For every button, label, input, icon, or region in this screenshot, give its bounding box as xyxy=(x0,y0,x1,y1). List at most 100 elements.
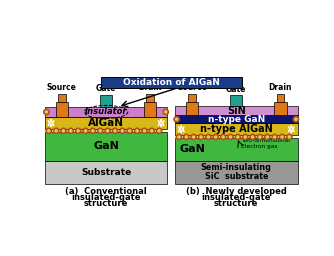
Bar xyxy=(100,95,112,107)
Circle shape xyxy=(198,134,204,140)
Bar xyxy=(186,102,198,115)
Text: insulated-gate: insulated-gate xyxy=(201,193,271,202)
Circle shape xyxy=(252,136,254,138)
Circle shape xyxy=(107,130,109,132)
Bar xyxy=(58,94,66,102)
Circle shape xyxy=(85,130,87,132)
Text: n-type GaN: n-type GaN xyxy=(208,115,265,124)
Circle shape xyxy=(206,134,211,140)
Circle shape xyxy=(99,130,101,132)
Circle shape xyxy=(185,136,187,138)
Circle shape xyxy=(215,136,217,138)
Circle shape xyxy=(92,130,94,132)
Circle shape xyxy=(55,130,57,132)
Circle shape xyxy=(237,136,239,138)
Text: Gate: Gate xyxy=(96,84,116,93)
Bar xyxy=(146,94,154,102)
Circle shape xyxy=(163,109,168,115)
Text: GaN: GaN xyxy=(93,141,119,151)
Bar xyxy=(175,115,298,123)
Bar xyxy=(230,95,242,106)
Circle shape xyxy=(120,128,125,134)
Bar xyxy=(101,77,242,88)
Circle shape xyxy=(259,136,261,138)
Circle shape xyxy=(114,130,116,132)
Bar xyxy=(175,123,298,135)
Circle shape xyxy=(178,136,180,138)
Text: SiN: SiN xyxy=(227,106,245,116)
Bar xyxy=(175,106,298,115)
Circle shape xyxy=(165,111,167,113)
Bar xyxy=(144,102,156,117)
Circle shape xyxy=(151,130,153,132)
Circle shape xyxy=(191,134,196,140)
Text: n-type AlGaN: n-type AlGaN xyxy=(200,124,273,134)
Circle shape xyxy=(279,134,285,140)
Circle shape xyxy=(149,128,155,134)
Bar xyxy=(175,138,298,161)
Circle shape xyxy=(287,134,292,140)
Circle shape xyxy=(244,136,246,138)
Text: Substrate: Substrate xyxy=(81,168,131,177)
Circle shape xyxy=(83,128,88,134)
Text: Source: Source xyxy=(47,83,77,92)
Text: GaN: GaN xyxy=(179,144,205,154)
Text: Electron gas: Electron gas xyxy=(241,144,278,150)
Circle shape xyxy=(62,130,64,132)
Circle shape xyxy=(293,116,299,122)
Circle shape xyxy=(45,111,47,113)
Text: Semi-insulating: Semi-insulating xyxy=(201,163,272,172)
Bar xyxy=(45,132,167,161)
Circle shape xyxy=(121,130,123,132)
Circle shape xyxy=(53,128,59,134)
Circle shape xyxy=(77,130,79,132)
Circle shape xyxy=(44,109,49,115)
Circle shape xyxy=(48,130,50,132)
Circle shape xyxy=(250,134,255,140)
Bar xyxy=(45,161,167,184)
Circle shape xyxy=(235,134,240,140)
Circle shape xyxy=(105,128,110,134)
Circle shape xyxy=(61,128,66,134)
Circle shape xyxy=(142,128,147,134)
Circle shape xyxy=(184,134,189,140)
Circle shape xyxy=(288,136,290,138)
Circle shape xyxy=(156,128,162,134)
Text: structure: structure xyxy=(84,199,128,208)
Text: (a)  Conventional: (a) Conventional xyxy=(65,187,147,196)
Circle shape xyxy=(295,118,297,120)
Bar xyxy=(45,107,167,117)
Circle shape xyxy=(266,136,268,138)
Text: Gate: Gate xyxy=(226,85,246,94)
Circle shape xyxy=(75,128,81,134)
Text: structure: structure xyxy=(214,199,259,208)
Circle shape xyxy=(98,128,103,134)
Circle shape xyxy=(136,130,138,132)
Circle shape xyxy=(112,128,118,134)
Circle shape xyxy=(242,134,248,140)
Circle shape xyxy=(220,134,226,140)
Text: AlGaN: AlGaN xyxy=(88,118,124,128)
Circle shape xyxy=(222,136,224,138)
Circle shape xyxy=(274,136,276,138)
Text: Drain: Drain xyxy=(139,83,162,92)
Bar xyxy=(175,161,298,184)
Bar xyxy=(274,102,287,115)
Bar xyxy=(188,94,196,102)
Circle shape xyxy=(90,128,96,134)
Circle shape xyxy=(228,134,233,140)
Circle shape xyxy=(193,136,195,138)
Circle shape xyxy=(46,128,51,134)
Circle shape xyxy=(281,136,283,138)
Circle shape xyxy=(143,130,145,132)
Text: Source: Source xyxy=(177,83,207,92)
Text: Insulator: Insulator xyxy=(85,108,127,116)
Circle shape xyxy=(265,134,270,140)
Bar xyxy=(56,102,68,117)
Bar xyxy=(45,117,167,129)
Circle shape xyxy=(229,136,231,138)
Text: Two-dimensional: Two-dimensional xyxy=(241,138,290,143)
Circle shape xyxy=(158,130,160,132)
Circle shape xyxy=(127,128,132,134)
Circle shape xyxy=(207,136,209,138)
